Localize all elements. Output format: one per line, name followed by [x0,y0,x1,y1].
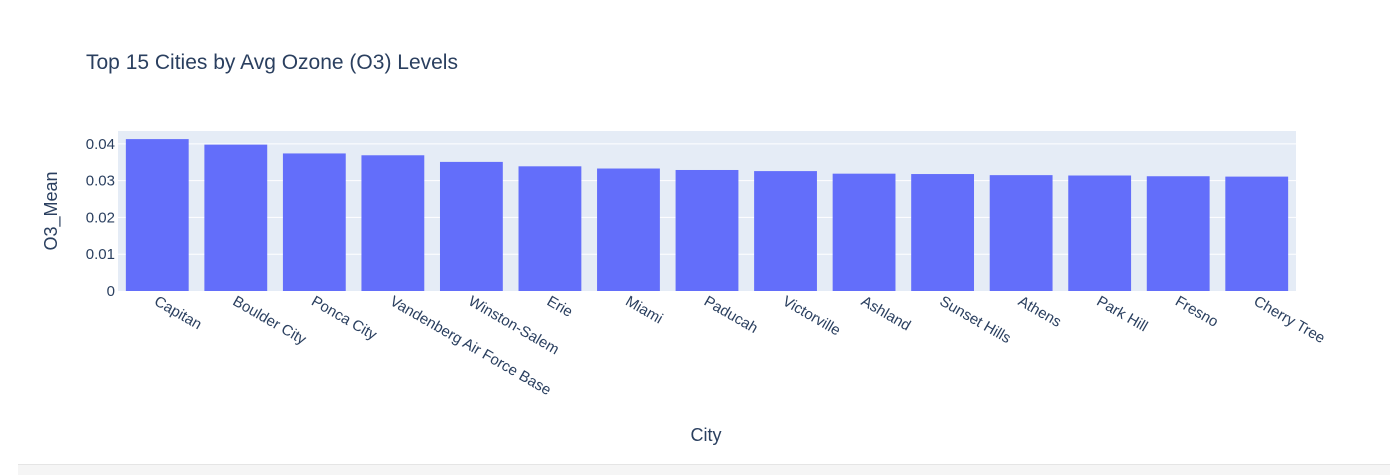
y-tick-label: 0.03 [86,173,115,190]
x-tick-label: Boulder City [230,293,310,349]
bar [1068,175,1132,291]
y-tick-label: 0.01 [86,246,115,263]
x-tick-label: Paducah [701,293,761,337]
x-tick-label: Ashland [858,293,913,335]
bar [911,174,975,291]
bar [597,168,660,291]
y-axis-title: O3_Mean [41,171,62,250]
bars [125,139,1289,291]
y-tick-label: 0.04 [86,136,115,153]
x-axis-title: City [691,425,722,445]
x-tick-label: Ponca City [308,293,380,344]
x-tick-label: Cherry Tree [1251,293,1328,347]
bottom-strip [18,464,1390,475]
bar [989,175,1053,291]
y-tick-label: 0.02 [86,209,115,226]
bar [361,155,425,291]
x-tick-label: Athens [1015,293,1064,331]
bar [282,153,346,291]
x-tick-label: Sunset Hills [937,293,1014,347]
bar [754,171,817,291]
y-axis-ticks: 0 0.01 0.02 0.03 0.04 [86,136,115,300]
bar [518,166,582,291]
x-tick-label: Park Hill [1094,293,1151,336]
x-tick-label: Miami [622,293,665,328]
x-tick-label: Erie [544,293,576,321]
bar [204,144,268,291]
bar [832,173,896,291]
y-tick-label: 0 [107,283,115,300]
chart-title: Top 15 Cities by Avg Ozone (O3) Levels [86,51,458,74]
bar [1146,176,1210,291]
bar [125,139,189,291]
bar [675,169,739,291]
x-tick-label: Fresno [1172,293,1221,331]
x-axis-ticks: Capitan Boulder City Ponca City Vandenberg … [151,293,1328,399]
bar [1225,176,1289,291]
x-tick-label: Capitan [151,293,204,334]
bar [439,161,503,291]
x-tick-label: Victorville [780,293,844,340]
